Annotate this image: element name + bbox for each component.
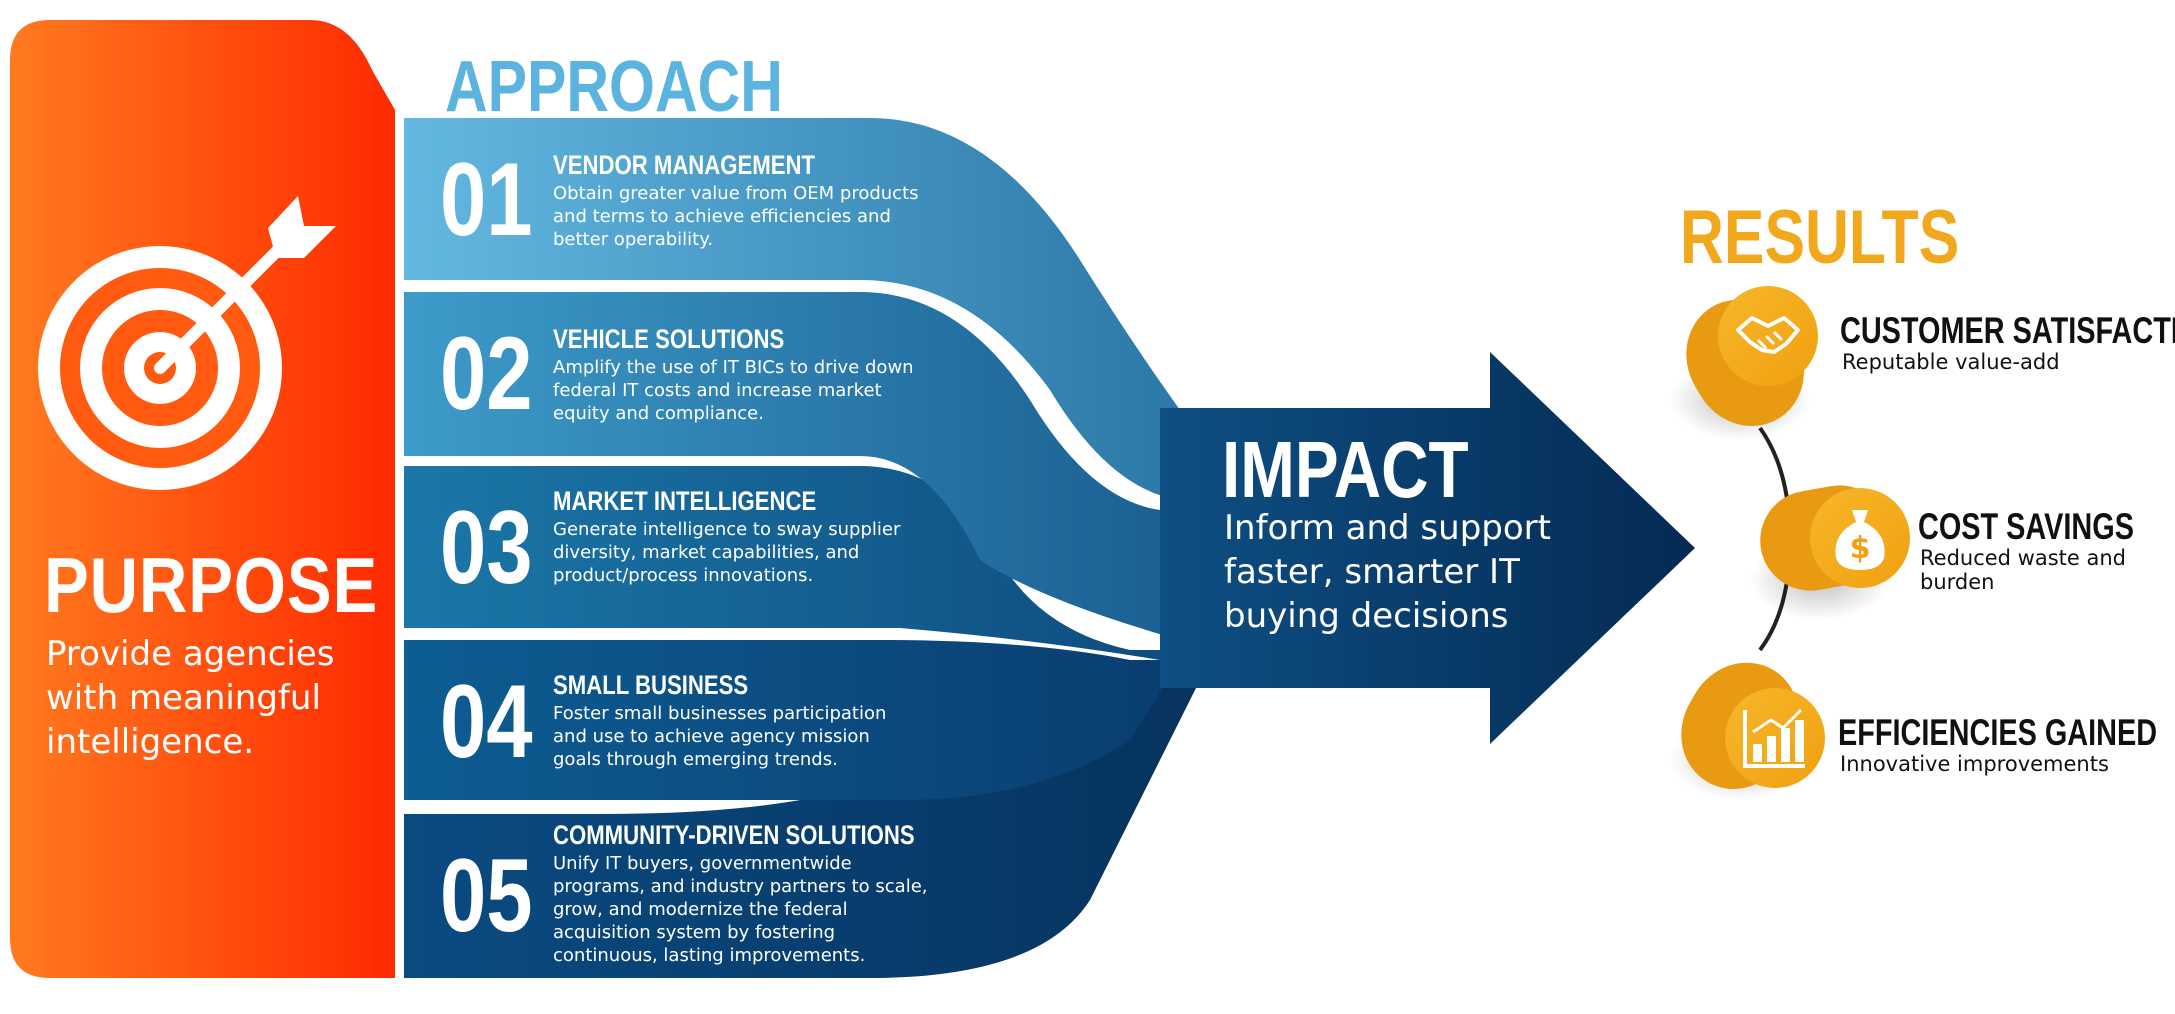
purpose-panel bbox=[10, 20, 395, 978]
result-item-2-graphic bbox=[1750, 485, 1910, 620]
step-number-03: 03 bbox=[440, 490, 533, 606]
svg-text:$: $ bbox=[1850, 531, 1871, 566]
step-heading-01: VENDOR MANAGEMENT bbox=[553, 150, 816, 180]
step-number-04: 04 bbox=[440, 664, 533, 780]
step-number-02: 02 bbox=[440, 316, 533, 432]
step-text-03: Generate intelligence to sway supplier d… bbox=[553, 519, 901, 586]
result-heading-1: CUSTOMER SATISFACTION bbox=[1840, 310, 2175, 351]
step-text-02: Amplify the use of IT BICs to drive down… bbox=[553, 357, 914, 424]
step-heading-04: SMALL BUSINESS bbox=[553, 670, 749, 700]
step-text-05: Unify IT buyers, governmentwide programs… bbox=[553, 853, 928, 966]
approach-band-03 bbox=[404, 466, 1160, 660]
approach-band-02 bbox=[404, 292, 1180, 640]
result-heading-3: EFFICIENCIES GAINED bbox=[1838, 712, 2158, 753]
step-number-05: 05 bbox=[440, 838, 533, 954]
impact-arrow bbox=[1160, 352, 1695, 744]
approach-band-04 bbox=[404, 640, 1180, 800]
impact-text: Inform and support faster, smarter IT bu… bbox=[1224, 508, 1551, 636]
purpose-text: Provide agencies with meaningful intelli… bbox=[46, 634, 335, 762]
step-number-01: 01 bbox=[440, 142, 533, 258]
money-bag-icon: $ bbox=[1835, 510, 1885, 570]
step-heading-03: MARKET INTELLIGENCE bbox=[553, 486, 817, 516]
result-heading-2: COST SAVINGS bbox=[1918, 506, 2134, 547]
approach-band-01 bbox=[404, 118, 1180, 500]
results-title: RESULTS bbox=[1680, 195, 1960, 280]
impact-title: IMPACT bbox=[1222, 425, 1469, 514]
step-text-01: Obtain greater value from OEM products a… bbox=[553, 183, 919, 250]
bar-chart-icon bbox=[1743, 708, 1805, 768]
handshake-icon bbox=[1736, 316, 1800, 354]
result-text-1: Reputable value-add bbox=[1842, 350, 2060, 374]
result-text-2: Reduced waste and burden bbox=[1920, 546, 2127, 594]
purpose-title: PURPOSE bbox=[44, 541, 379, 629]
step-heading-05: COMMUNITY-DRIVEN SOLUTIONS bbox=[553, 820, 915, 850]
target-arrow-icon bbox=[38, 196, 336, 490]
result-item-1-graphic bbox=[1670, 286, 1818, 440]
approach-title: APPROACH bbox=[445, 47, 783, 127]
result-text-3: Innovative improvements bbox=[1840, 752, 2109, 776]
step-heading-02: VEHICLE SOLUTIONS bbox=[553, 324, 785, 354]
step-text-04: Foster small businesses participation an… bbox=[553, 703, 887, 770]
